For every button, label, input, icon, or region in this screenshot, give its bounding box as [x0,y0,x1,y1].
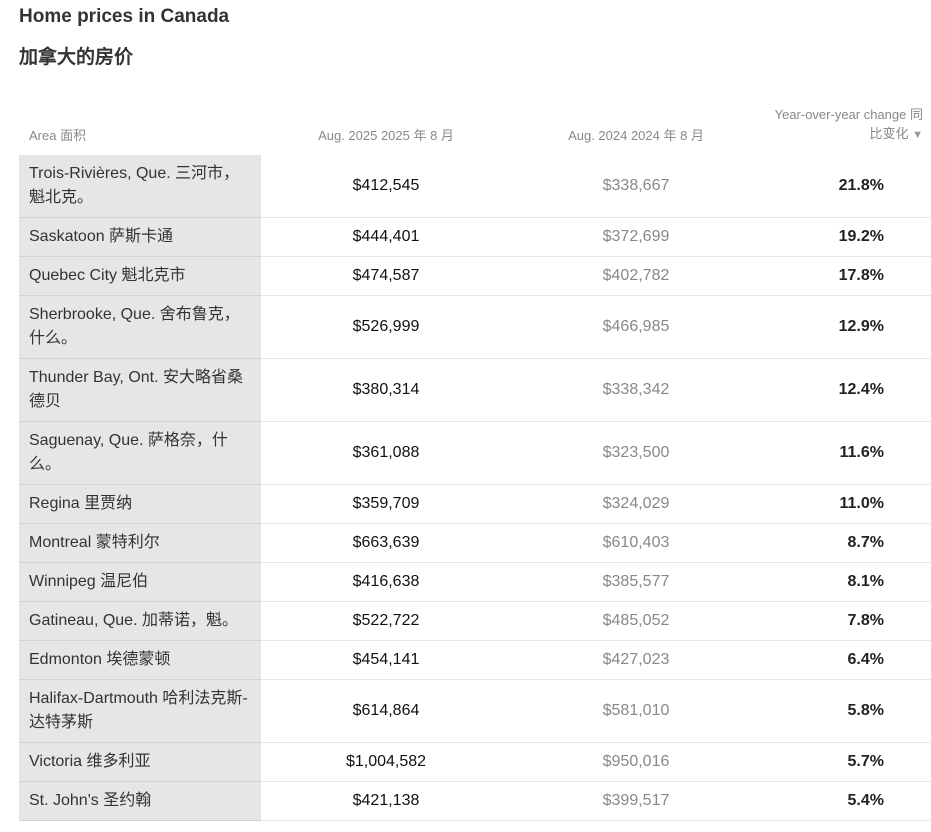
column-header-label: Year-over-year change 同比变化 [774,107,923,141]
aug-2025-cell: $522,722 [261,601,511,641]
aug-2024-cell: $466,985 [511,295,761,359]
area-cell: Edmonton 埃德蒙顿 [19,640,261,680]
yoy-change-cell: 8.1% [761,562,931,602]
aug-2025-cell: $416,638 [261,562,511,602]
area-cell: Montreal 蒙特利尔 [19,523,261,563]
aug-2025-cell: $474,587 [261,256,511,296]
table-row: Saskatoon 萨斯卡通 $444,401 $372,699 19.2% [19,217,931,257]
table-row: Trois-Rivières, Que. 三河市，魁北克。 $412,545 $33… [19,155,931,218]
area-cell: Winnipeg 温尼伯 [19,562,261,602]
aug-2025-cell: $359,709 [261,484,511,524]
table-row: Regina 里贾纳 $359,709 $324,029 11.0% [19,484,931,524]
area-cell: Saskatoon 萨斯卡通 [19,217,261,257]
yoy-change-cell: 5.7% [761,742,931,782]
column-header-aug-2024[interactable]: Aug. 2024 2024 年 8 月 [511,105,761,155]
yoy-change-cell: 8.7% [761,523,931,563]
yoy-change-cell: 7.8% [761,601,931,641]
yoy-change-cell: 17.8% [761,256,931,296]
home-prices-table: Area 面积 Aug. 2025 2025 年 8 月 Aug. 2024 2… [19,105,931,821]
yoy-change-cell: 5.8% [761,679,931,743]
table-row: Sherbrooke, Que. 舍布鲁克，什么。 $526,999 $466,98… [19,295,931,359]
table-row: Gatineau, Que. 加蒂诺，魁。 $522,722 $485,052 7.8… [19,601,931,641]
area-cell: Halifax-Dartmouth 哈利法克斯-达特茅斯 [19,679,261,743]
aug-2025-cell: $380,314 [261,358,511,422]
column-header-label: Aug. 2024 2024 年 8 月 [568,128,704,143]
table-header-row: Area 面积 Aug. 2025 2025 年 8 月 Aug. 2024 2… [19,105,931,155]
table-row: Quebec City 魁北克市 $474,587 $402,782 17.8% [19,256,931,296]
aug-2025-cell: $454,141 [261,640,511,680]
table-row: Winnipeg 温尼伯 $416,638 $385,577 8.1% [19,562,931,602]
aug-2024-cell: $485,052 [511,601,761,641]
yoy-change-cell: 12.4% [761,358,931,422]
aug-2024-cell: $338,667 [511,155,761,218]
column-header-yoy-change[interactable]: Year-over-year change 同比变化 ▼ [761,105,931,155]
page-title: Home prices in Canada [19,6,230,27]
aug-2024-cell: $338,342 [511,358,761,422]
area-cell: Gatineau, Que. 加蒂诺，魁。 [19,601,261,641]
aug-2025-cell: $412,545 [261,155,511,218]
aug-2024-cell: $427,023 [511,640,761,680]
table-row: Victoria 维多利亚 $1,004,582 $950,016 5.7% [19,742,931,782]
aug-2024-cell: $950,016 [511,742,761,782]
aug-2024-cell: $324,029 [511,484,761,524]
yoy-change-cell: 19.2% [761,217,931,257]
table-row: Halifax-Dartmouth 哈利法克斯-达特茅斯 $614,864 $581… [19,679,931,743]
table-row: Saguenay, Que. 萨格奈，什么。 $361,088 $323,500 11… [19,421,931,485]
yoy-change-cell: 5.4% [761,781,931,821]
aug-2024-cell: $385,577 [511,562,761,602]
yoy-change-cell: 11.0% [761,484,931,524]
aug-2025-cell: $421,138 [261,781,511,821]
aug-2025-cell: $614,864 [261,679,511,743]
yoy-change-cell: 11.6% [761,421,931,485]
area-cell: Quebec City 魁北克市 [19,256,261,296]
yoy-change-cell: 6.4% [761,640,931,680]
triangle-down-icon: ▼ [912,129,923,141]
table-row: Thunder Bay, Ont. 安大略省桑德贝 $380,314 $338,34… [19,358,931,422]
aug-2024-cell: $402,782 [511,256,761,296]
area-cell: Thunder Bay, Ont. 安大略省桑德贝 [19,358,261,422]
aug-2025-cell: $526,999 [261,295,511,359]
aug-2024-cell: $610,403 [511,523,761,563]
area-cell: Trois-Rivières, Que. 三河市，魁北克。 [19,155,261,218]
area-cell: Regina 里贾纳 [19,484,261,524]
page-subtitle: 加拿大的房价 [19,47,134,68]
yoy-change-cell: 21.8% [761,155,931,218]
area-cell: St. John's 圣约翰 [19,781,261,821]
aug-2025-cell: $663,639 [261,523,511,563]
aug-2024-cell: $399,517 [511,781,761,821]
aug-2024-cell: $323,500 [511,421,761,485]
column-header-aug-2025[interactable]: Aug. 2025 2025 年 8 月 [261,105,511,155]
area-cell: Saguenay, Que. 萨格奈，什么。 [19,421,261,485]
aug-2025-cell: $1,004,582 [261,742,511,782]
column-header-label: Aug. 2025 2025 年 8 月 [318,128,454,143]
area-cell: Sherbrooke, Que. 舍布鲁克，什么。 [19,295,261,359]
aug-2024-cell: $581,010 [511,679,761,743]
column-header-area[interactable]: Area 面积 [19,105,261,155]
column-header-label: Area 面积 [29,128,87,143]
aug-2025-cell: $444,401 [261,217,511,257]
table-row: Edmonton 埃德蒙顿 $454,141 $427,023 6.4% [19,640,931,680]
aug-2024-cell: $372,699 [511,217,761,257]
table-row: Montreal 蒙特利尔 $663,639 $610,403 8.7% [19,523,931,563]
table-row: St. John's 圣约翰 $421,138 $399,517 5.4% [19,781,931,821]
yoy-change-cell: 12.9% [761,295,931,359]
aug-2025-cell: $361,088 [261,421,511,485]
area-cell: Victoria 维多利亚 [19,742,261,782]
